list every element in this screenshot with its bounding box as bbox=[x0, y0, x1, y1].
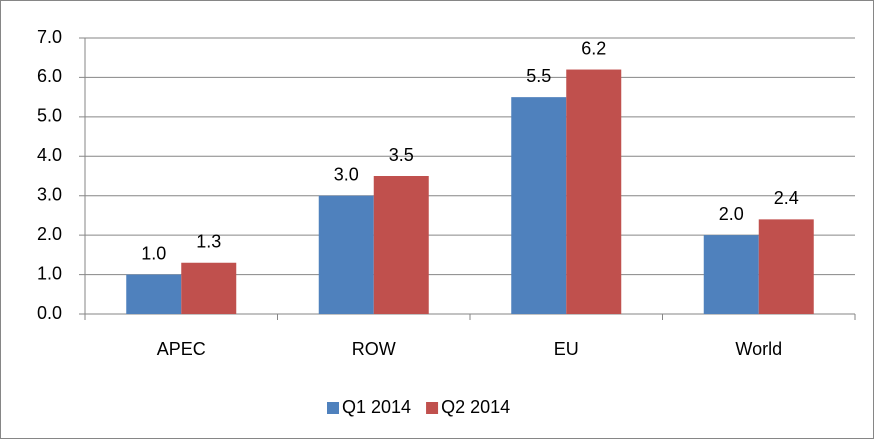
bar bbox=[511, 97, 567, 315]
bar bbox=[703, 235, 759, 314]
y-tick-label: 0.0 bbox=[37, 303, 62, 323]
data-label: 5.5 bbox=[526, 66, 551, 86]
data-label: 3.5 bbox=[389, 145, 414, 165]
x-tick-label: World bbox=[735, 339, 782, 359]
x-tick-label: APEC bbox=[157, 339, 206, 359]
bar bbox=[758, 219, 814, 314]
legend-swatch bbox=[426, 402, 439, 414]
y-tick-label: 4.0 bbox=[37, 145, 62, 165]
bar bbox=[566, 69, 622, 315]
data-label: 1.3 bbox=[196, 231, 221, 251]
y-tick-label: 5.0 bbox=[37, 106, 62, 126]
x-tick-label: EU bbox=[554, 339, 579, 359]
data-label: 1.0 bbox=[141, 243, 166, 263]
y-tick-label: 1.0 bbox=[37, 263, 62, 283]
data-label: 2.4 bbox=[774, 188, 799, 208]
legend-label: Q2 2014 bbox=[441, 397, 510, 417]
bar bbox=[181, 262, 237, 314]
bar bbox=[126, 274, 182, 314]
data-label: 6.2 bbox=[581, 38, 606, 58]
data-label: 2.0 bbox=[719, 204, 744, 224]
legend-label: Q1 2014 bbox=[342, 397, 411, 417]
x-tick-label: ROW bbox=[352, 339, 396, 359]
y-tick-label: 6.0 bbox=[37, 66, 62, 86]
data-label: 3.0 bbox=[334, 164, 359, 184]
y-tick-label: 3.0 bbox=[37, 184, 62, 204]
bar bbox=[373, 176, 429, 314]
legend-swatch bbox=[327, 402, 339, 414]
bar bbox=[318, 195, 374, 314]
y-tick-label: 7.0 bbox=[37, 27, 62, 47]
y-tick-label: 2.0 bbox=[37, 224, 62, 244]
